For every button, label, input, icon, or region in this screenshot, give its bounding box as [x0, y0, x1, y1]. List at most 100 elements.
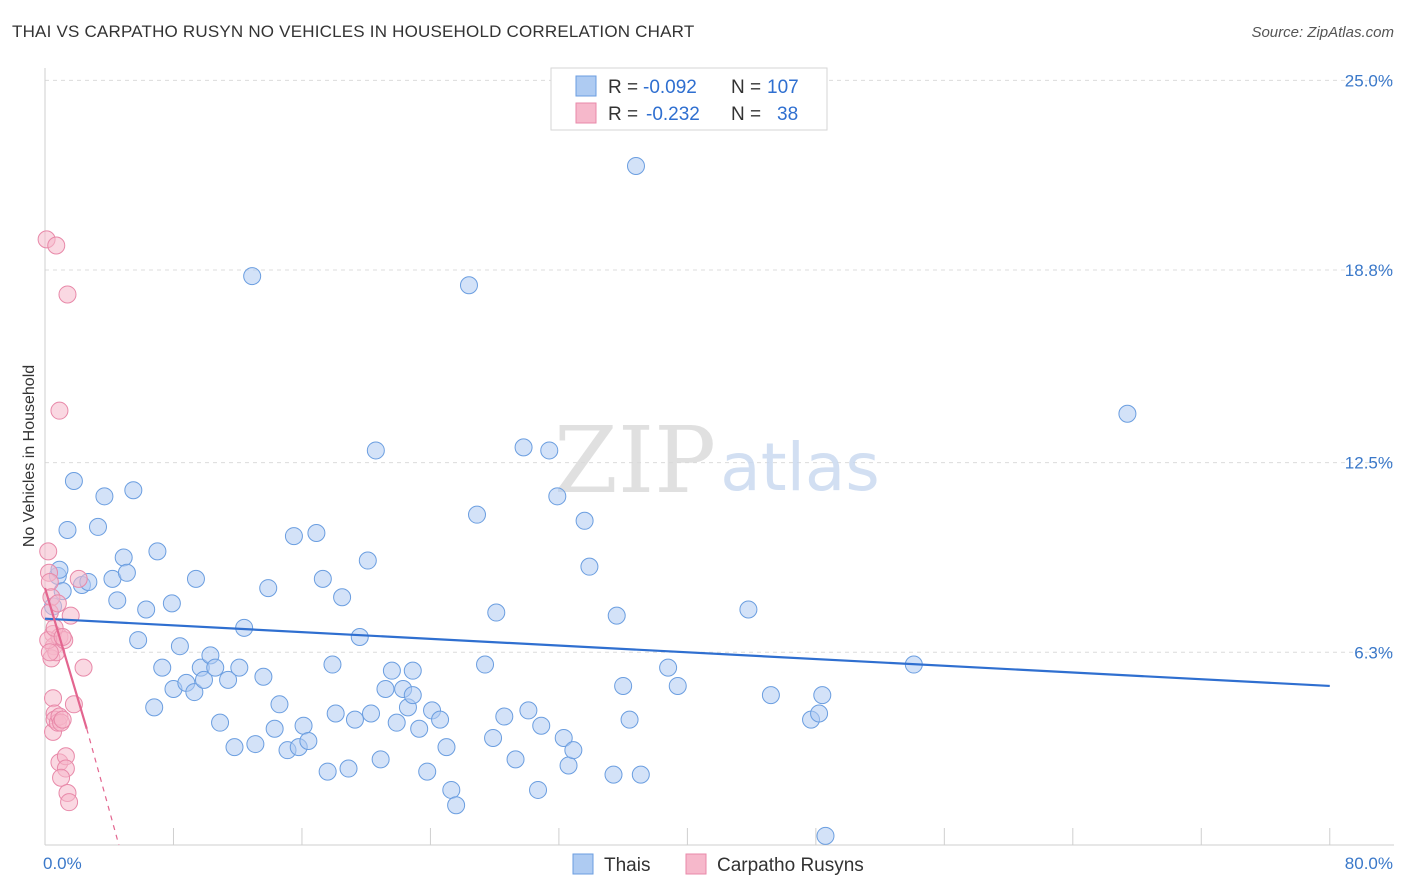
thai-point-25: [186, 569, 205, 588]
rusyn-trend-line: [43, 587, 88, 730]
thai-point-71: [442, 780, 461, 799]
thai-point-69: [431, 710, 450, 729]
thai-point-75: [476, 655, 495, 674]
rusyn-point-1: [39, 542, 58, 561]
thai-point-20: [162, 594, 181, 613]
bottom-legend-rusyn: Carpatho Rusyns: [717, 855, 864, 876]
legend-thai-r-value: -0.092: [643, 77, 697, 98]
thai-point-103: [813, 686, 832, 705]
rusyn-point-9: [44, 689, 63, 708]
thai-point-9: [95, 487, 114, 506]
thai-point-48: [318, 762, 337, 781]
tick-labels: 6.3% 12.5% 18.8% 25.0% 0.0% 80.0%: [43, 71, 1393, 873]
thai-point-88: [564, 741, 583, 760]
thai-point-35: [243, 267, 262, 286]
thai-points: [44, 156, 1137, 845]
thai-point-5: [64, 472, 83, 491]
thai-point-67: [418, 762, 437, 781]
thai-point-66: [410, 719, 429, 738]
bottom-legend-swatch-rusyn: [685, 853, 707, 875]
thai-point-53: [345, 710, 364, 729]
axes: [44, 68, 1394, 846]
thai-point-27: [194, 670, 213, 689]
thai-point-54: [350, 628, 369, 647]
bottom-legend: Thais Carpatho Rusyns: [572, 853, 864, 876]
thai-point-50: [326, 704, 345, 723]
rusyn-points: [37, 230, 93, 812]
rusyn-point-24: [52, 768, 71, 787]
thai-point-77: [487, 603, 506, 622]
thai-point-94: [620, 710, 639, 729]
thai-point-104: [816, 826, 835, 845]
legend-rusyn-r-value: -0.232: [646, 104, 700, 125]
thai-point-89: [575, 511, 594, 530]
thai-point-31: [219, 670, 238, 689]
thai-point-79: [506, 750, 525, 769]
thai-point-44: [294, 716, 313, 735]
thai-point-11: [108, 591, 127, 610]
thai-point-83: [532, 716, 551, 735]
thai-point-22: [170, 637, 189, 656]
thai-point-45: [299, 732, 318, 751]
rusyn-trend-extension: [86, 728, 120, 846]
top-legend: R = -0.092 N = 107 R = -0.232 N = 38: [550, 67, 828, 131]
thai-point-84: [540, 441, 559, 460]
thai-point-49: [323, 655, 342, 674]
rusyn-point-19: [53, 710, 72, 729]
bottom-legend-swatch-thai: [572, 853, 594, 875]
legend-thai-n-label: N =: [731, 77, 761, 98]
thai-point-17: [145, 698, 164, 717]
y-axis-label: No Vehicles in Household: [21, 365, 38, 547]
thai-point-42: [284, 527, 303, 546]
thai-point-64: [403, 661, 422, 680]
thai-point-90: [580, 557, 599, 576]
thai-point-46: [307, 524, 326, 543]
thai-point-47: [313, 569, 332, 588]
thai-point-100: [761, 686, 780, 705]
watermark-atlas: atlas: [720, 429, 880, 506]
thai-point-93: [614, 676, 633, 695]
thai-point-82: [529, 780, 548, 799]
thai-point-14: [124, 481, 143, 500]
thai-point-60: [382, 661, 401, 680]
bottom-legend-thai: Thais: [604, 855, 650, 876]
thai-point-65: [403, 686, 422, 705]
thai-point-30: [211, 713, 230, 732]
thai-point-40: [270, 695, 289, 714]
thai-point-95: [626, 156, 645, 175]
thai-point-87: [559, 756, 578, 775]
thai-point-96: [631, 765, 650, 784]
rusyn-point-3: [40, 572, 59, 591]
thai-point-36: [246, 735, 265, 754]
thai-point-4: [58, 520, 77, 539]
grid-lines: [45, 79, 1394, 653]
thai-point-76: [484, 728, 503, 747]
thai-point-80: [514, 438, 533, 457]
thai-point-13: [117, 563, 136, 582]
thai-trend-line: [44, 617, 1330, 688]
thai-point-56: [362, 704, 381, 723]
thai-point-98: [668, 676, 687, 695]
legend-rusyn-n-value: 38: [777, 104, 798, 125]
thai-point-59: [376, 680, 395, 699]
thai-point-70: [437, 738, 456, 757]
thai-point-8: [88, 517, 107, 536]
thai-point-39: [265, 719, 284, 738]
rusyn-point-30: [74, 658, 93, 677]
thai-point-73: [459, 276, 478, 295]
thai-point-33: [230, 658, 249, 677]
thai-point-19: [153, 658, 172, 677]
thai-point-85: [548, 487, 567, 506]
thai-point-51: [333, 588, 352, 607]
rusyn-point-27: [61, 606, 80, 625]
thai-point-32: [225, 738, 244, 757]
thai-point-81: [519, 701, 538, 720]
source-label: Source: ZipAtlas.com: [1251, 24, 1394, 41]
thai-point-58: [371, 750, 390, 769]
legend-swatch-rusyn: [575, 102, 597, 124]
legend-rusyn-n-label: N =: [731, 104, 761, 125]
y-tick-label-2: 18.8%: [1345, 261, 1393, 280]
thai-point-15: [129, 631, 148, 650]
legend-swatch-thai: [575, 75, 597, 97]
